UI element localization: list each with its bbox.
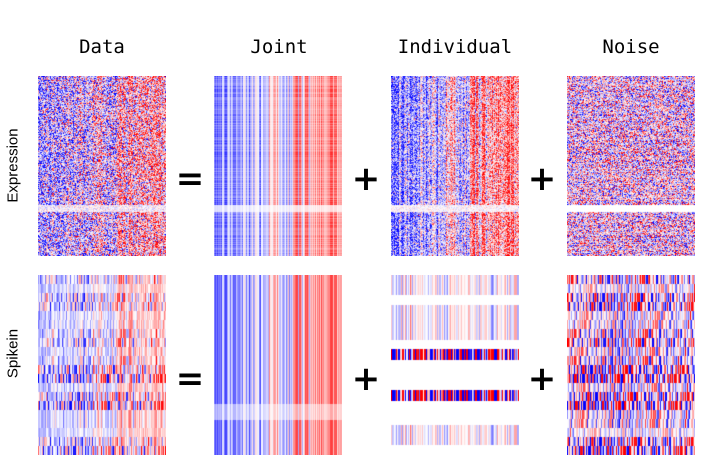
heatmap-spikein-joint: [214, 275, 342, 455]
heatmap-expression-individual: [391, 76, 519, 256]
equals-sign-expression: =: [175, 159, 205, 199]
equals-sign-spikein: =: [175, 359, 205, 399]
heatmap-spikein-individual: [391, 275, 519, 455]
row-label-expression: Expression: [4, 128, 22, 203]
heatmap-spikein-noise: [567, 275, 695, 455]
heatmap-expression-noise: [567, 76, 695, 256]
plus-sign-expression-1: +: [351, 159, 381, 199]
plus-sign-expression-2: +: [527, 159, 557, 199]
column-title-joint: Joint: [250, 36, 308, 58]
heatmap-spikein-data: [38, 275, 166, 455]
heatmap-expression-data: [38, 76, 166, 256]
row-label-spikein: Spikein: [4, 328, 22, 379]
column-title-individual: Individual: [397, 36, 513, 58]
heatmap-expression-joint: [214, 76, 342, 256]
plus-sign-spikein-1: +: [351, 359, 381, 399]
column-title-data: Data: [79, 36, 125, 58]
column-title-noise: Noise: [602, 36, 660, 58]
plus-sign-spikein-2: +: [527, 359, 557, 399]
